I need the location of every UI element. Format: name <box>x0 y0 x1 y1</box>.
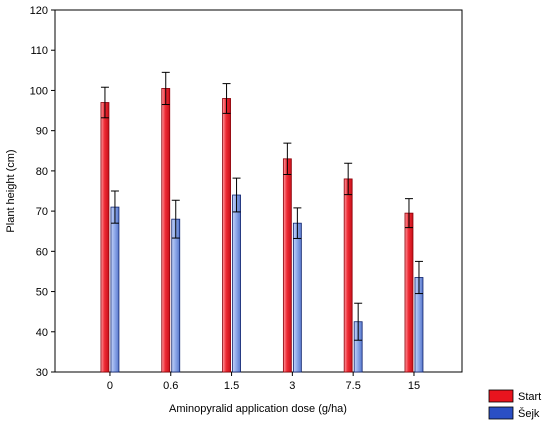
x-tick-label: 0.6 <box>163 380 178 392</box>
bar-sejk <box>232 194 241 373</box>
y-tick-label: 30 <box>36 367 48 379</box>
bar-sejk <box>110 206 120 373</box>
bar-start <box>161 88 171 373</box>
bar-sejk <box>171 218 181 373</box>
legend-swatch-start <box>488 389 514 403</box>
legend-label-start: Start <box>518 391 541 403</box>
legend: Start Šejk <box>488 389 541 420</box>
bar-start <box>404 212 414 373</box>
bar-start <box>222 98 231 373</box>
x-axis: 0 0.6 1.5 3 7.5 15 <box>107 372 420 392</box>
y-axis-title: Plant height (cm) <box>5 149 17 232</box>
x-tick-label: 15 <box>408 380 420 392</box>
y-tick-label: 90 <box>36 126 48 138</box>
bar-start <box>100 102 110 373</box>
y-tick-label: 60 <box>36 246 48 258</box>
x-tick-label: 0 <box>107 380 113 392</box>
legend-label-sejk: Šejk <box>518 407 540 420</box>
y-tick-label: 70 <box>36 206 48 218</box>
x-tick-label: 1.5 <box>224 380 239 392</box>
x-tick-label: 7.5 <box>346 380 361 392</box>
bar-start <box>282 158 292 373</box>
bar-series <box>100 71 424 373</box>
y-tick-label: 110 <box>30 45 48 57</box>
y-tick-label: 120 <box>30 5 48 17</box>
y-tick-label: 80 <box>36 166 48 178</box>
bar-start <box>343 178 353 373</box>
plot-frame <box>54 9 463 373</box>
y-tick-label: 40 <box>36 327 48 339</box>
y-tick-label: 100 <box>30 85 48 97</box>
legend-swatch-sejk <box>488 406 514 420</box>
bar-sejk <box>292 222 302 373</box>
y-axis: 30 40 50 60 70 80 90 100 110 120 <box>30 5 55 379</box>
y-tick-label: 50 <box>36 287 48 299</box>
x-axis-title: Aminopyralid application dose (g/ha) <box>169 403 347 415</box>
x-tick-label: 3 <box>289 380 295 392</box>
